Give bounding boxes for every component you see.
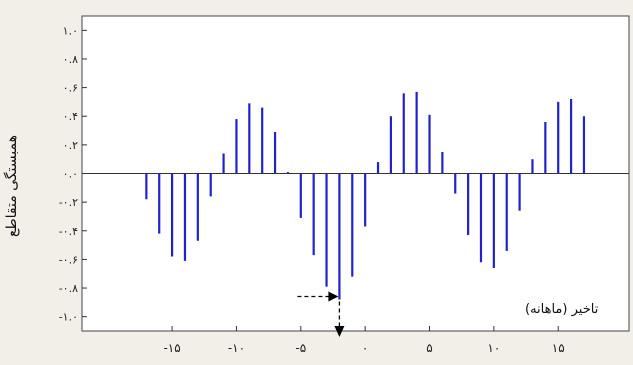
y-tick-label: ۰.۸ xyxy=(63,53,78,66)
x-tick-label: ۵ xyxy=(426,341,432,355)
y-tick-label: ۱.۰ xyxy=(63,24,78,37)
y-tick-label: -۰.۶ xyxy=(59,253,78,266)
x-tick-label: ۱۰ xyxy=(487,341,500,355)
arrow-head-right xyxy=(328,291,339,302)
y-tick-label: -۰.۸ xyxy=(59,282,78,295)
x-axis-title: تاخیر (ماهانه) xyxy=(525,302,599,317)
y-tick-label: -۰.۲ xyxy=(59,196,78,209)
y-tick-label: ۰.۴ xyxy=(63,110,78,123)
y-axis-title: همبستگی متقاطع xyxy=(4,135,20,237)
y-tick-label: ۰.۶ xyxy=(63,82,78,95)
x-tick-label: ۰ xyxy=(362,341,368,355)
x-tick-label: ۱۵ xyxy=(552,341,565,355)
y-tick-label: ۰.۲ xyxy=(63,139,78,152)
y-tick-label: -۱.۰ xyxy=(59,311,78,324)
x-tick-label: -۵ xyxy=(295,341,306,355)
y-tick-label: ۰.۰ xyxy=(63,168,78,181)
y-tick-label: -۰.۴ xyxy=(59,225,78,238)
arrow-head-down xyxy=(334,326,345,337)
x-tick-label: -۱۰ xyxy=(228,341,245,355)
x-tick-label: -۱۵ xyxy=(163,341,180,355)
